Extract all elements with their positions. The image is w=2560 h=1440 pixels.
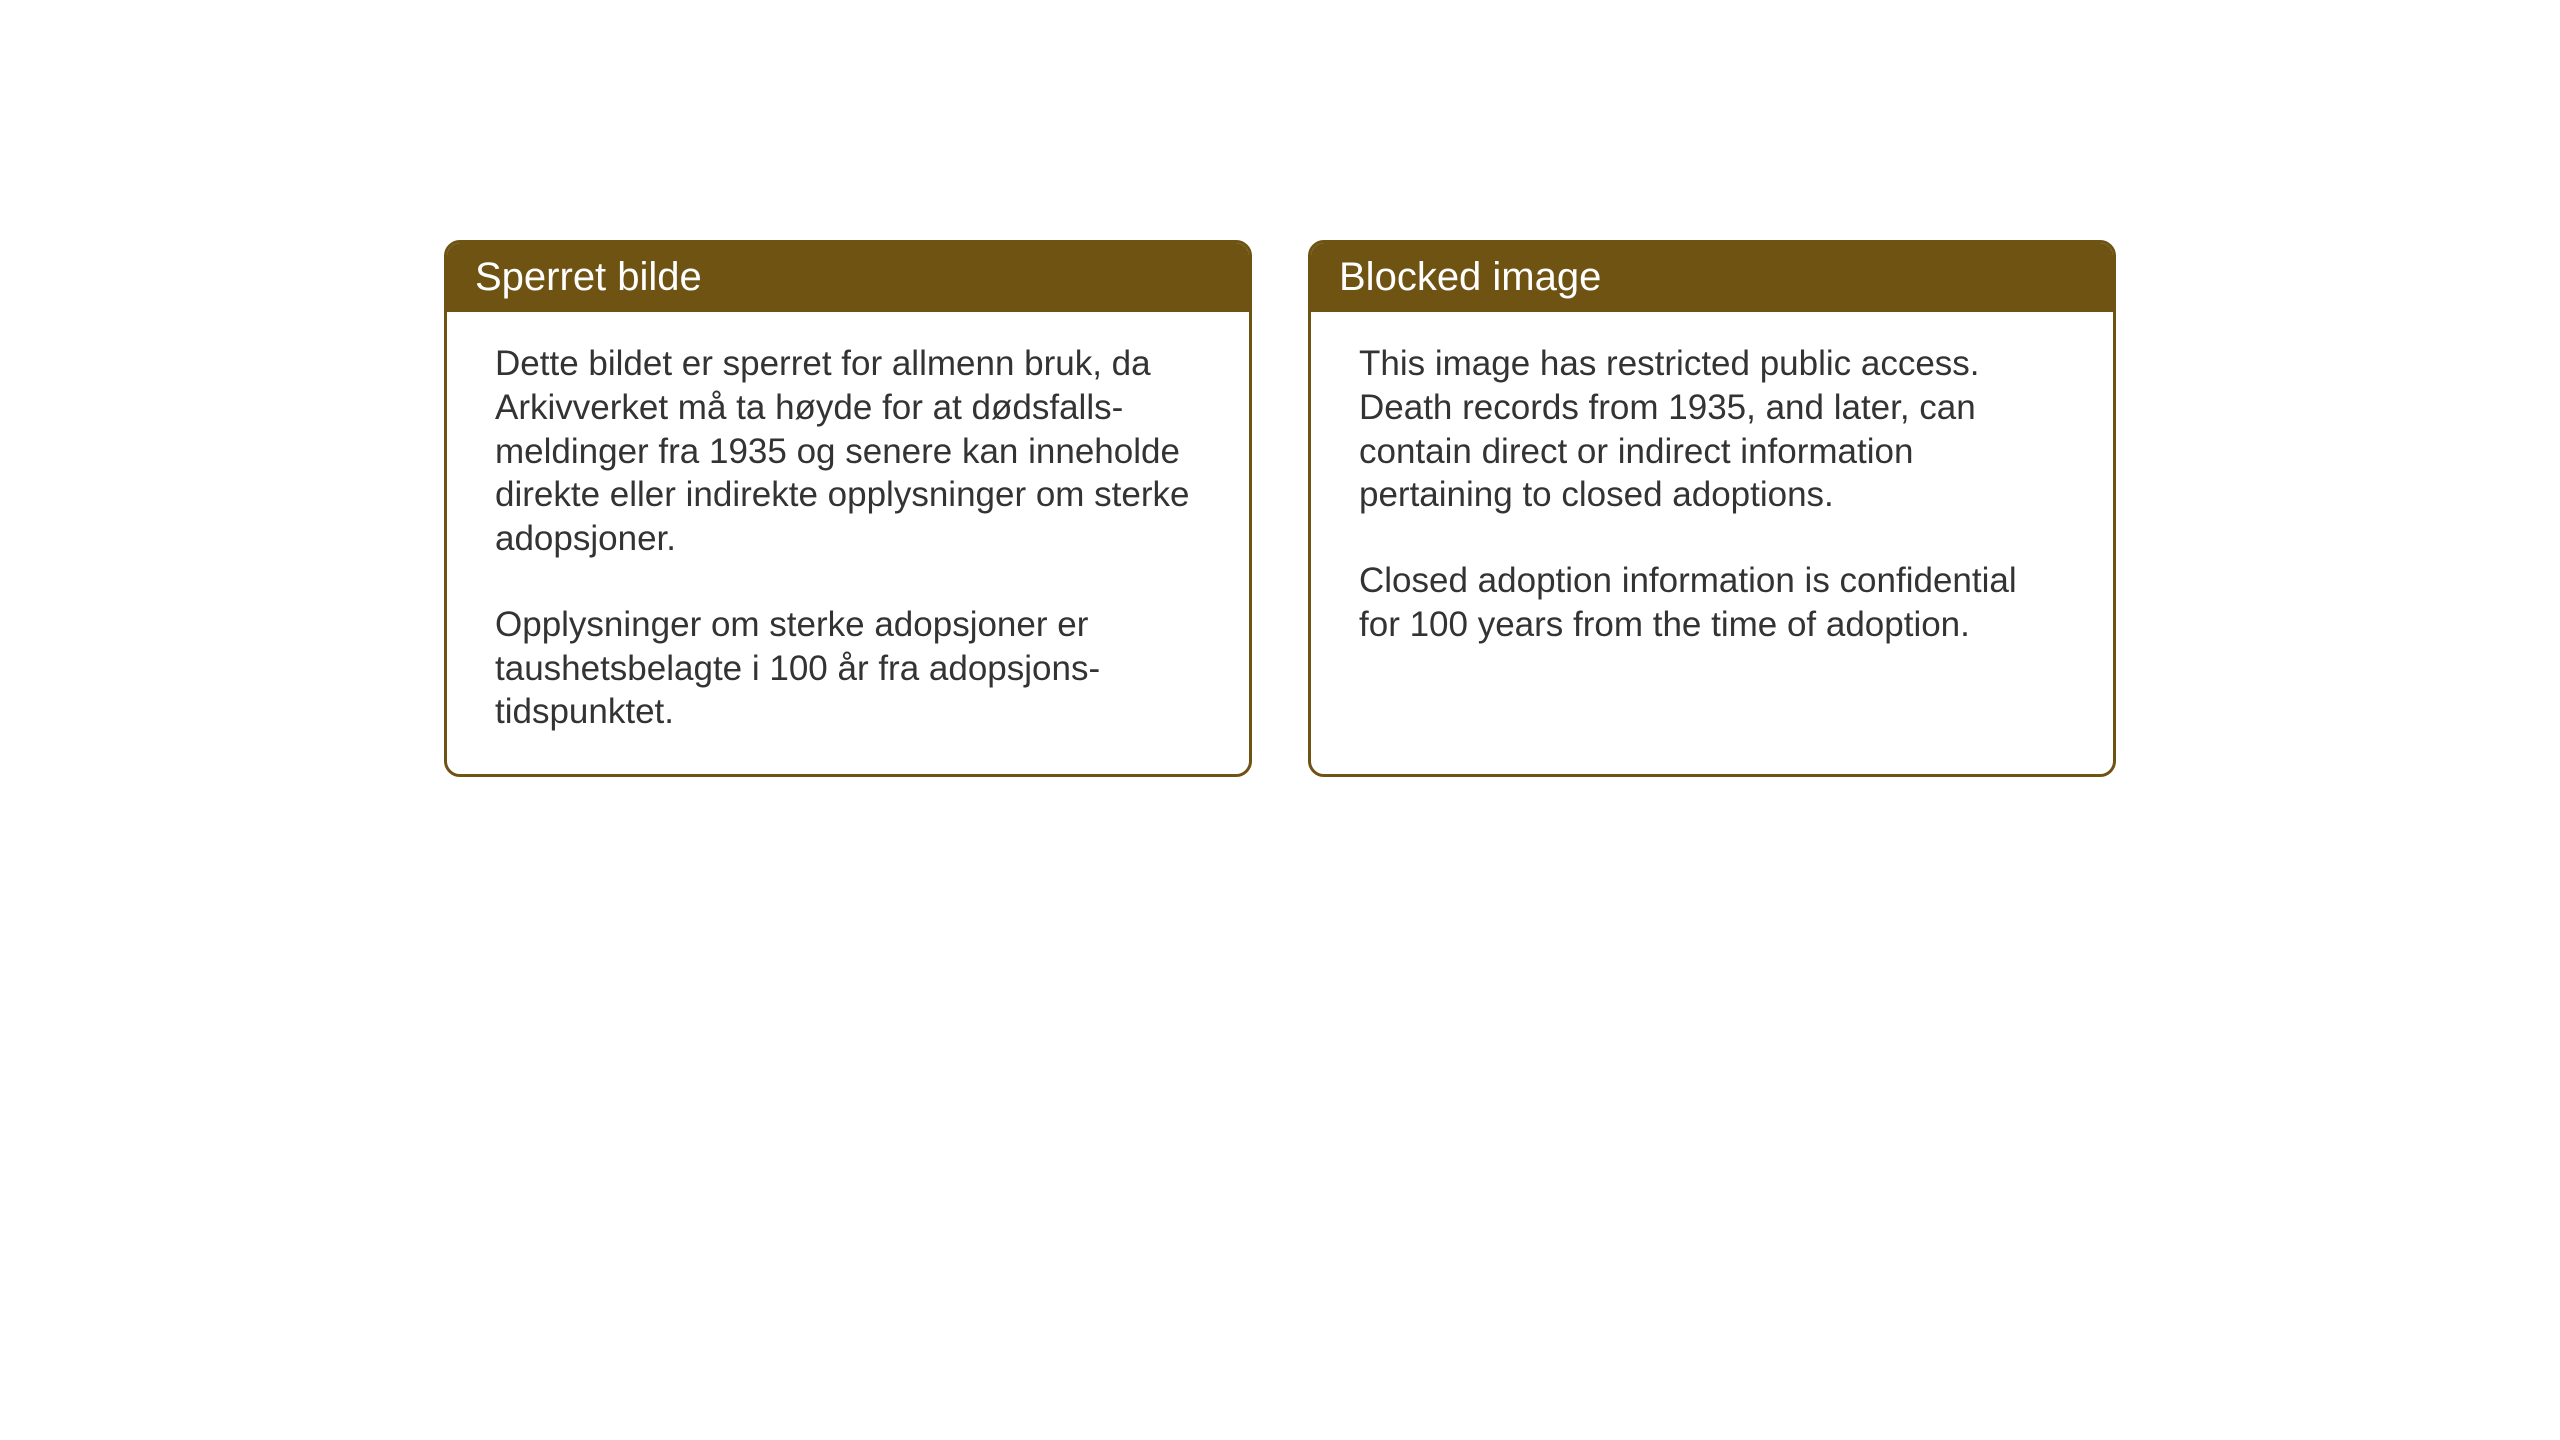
card-title-english: Blocked image <box>1339 255 1601 299</box>
card-paragraph-1-norwegian: Dette bildet er sperret for allmenn bruk… <box>495 342 1201 561</box>
card-title-norwegian: Sperret bilde <box>475 255 702 299</box>
notice-card-english: Blocked image This image has restricted … <box>1308 240 2116 777</box>
card-header-norwegian: Sperret bilde <box>447 243 1249 312</box>
card-body-english: This image has restricted public access.… <box>1311 312 2113 752</box>
card-paragraph-1-english: This image has restricted public access.… <box>1359 342 2065 517</box>
notice-card-norwegian: Sperret bilde Dette bildet er sperret fo… <box>444 240 1252 777</box>
card-body-norwegian: Dette bildet er sperret for allmenn bruk… <box>447 312 1249 774</box>
notice-cards-container: Sperret bilde Dette bildet er sperret fo… <box>444 240 2116 777</box>
card-paragraph-2-norwegian: Opplysninger om sterke adopsjoner er tau… <box>495 603 1201 734</box>
card-paragraph-2-english: Closed adoption information is confident… <box>1359 559 2065 647</box>
card-header-english: Blocked image <box>1311 243 2113 312</box>
